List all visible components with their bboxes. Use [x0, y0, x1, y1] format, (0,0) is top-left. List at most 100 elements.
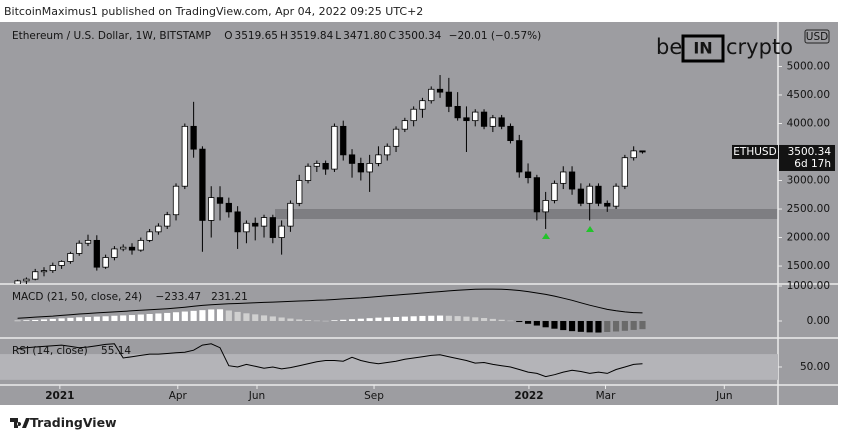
candle-body: [208, 197, 215, 221]
price-legend: Ethereum / U.S. Dollar, 1W, BITSTAMP O 35…: [12, 30, 543, 42]
macd-histogram-bar: [190, 310, 197, 321]
candle-body: [67, 253, 74, 262]
candle-body: [454, 105, 461, 119]
watermark: be IN crypto: [656, 34, 793, 63]
macd-histogram-bar: [454, 316, 461, 321]
candle-body: [375, 154, 382, 164]
candle-body: [445, 91, 452, 107]
macd-histogram-bar: [199, 310, 206, 321]
macd-histogram-bar: [23, 320, 30, 321]
y-tick-label: 3000.00: [787, 175, 830, 187]
macd-histogram-bar: [392, 316, 400, 321]
candle-body: [595, 185, 602, 204]
macd-histogram-bar: [146, 313, 153, 321]
macd-histogram-bar: [93, 316, 100, 321]
macd-histogram-bar: [639, 320, 646, 330]
x-tick-label: Mar: [596, 390, 616, 402]
candle-body: [102, 257, 109, 268]
macd-line: [17, 288, 643, 319]
ohlc-key: O: [224, 30, 233, 42]
candle-body: [269, 217, 276, 238]
candle-body: [428, 88, 435, 102]
macd-histogram-bar: [76, 317, 83, 321]
macd-histogram-bar: [516, 320, 523, 323]
candle-body: [551, 182, 558, 201]
x-tick-label: 2022: [514, 390, 543, 402]
candle-body: [304, 165, 312, 181]
rsi-readout: 55.14: [101, 345, 132, 357]
candle-body: [93, 239, 100, 268]
macd-histogram-bar: [216, 309, 224, 321]
candle-body: [498, 117, 505, 127]
candle-body: [348, 154, 356, 164]
macd-histogram-bar: [366, 318, 373, 321]
candle-body: [164, 214, 171, 227]
macd-histogram-bar: [260, 315, 268, 321]
rsi-line: [17, 343, 643, 378]
candle-body: [40, 270, 48, 273]
macd-histogram-bar: [225, 310, 232, 321]
logo-icon: [10, 418, 30, 428]
macd-legend: MACD (21, 50, close, 24) −233.47 231.21: [12, 291, 252, 303]
candle-body: [630, 150, 637, 159]
watermark-text: IN: [693, 39, 712, 58]
x-tick-label: 2021: [45, 390, 74, 402]
macd-histogram-bar: [322, 320, 329, 322]
candle-body: [234, 211, 241, 233]
price-tag: 3500.34: [788, 146, 832, 158]
candle-body: [243, 222, 250, 233]
candle-body: [472, 111, 479, 122]
macd-histogram-bar: [164, 312, 171, 321]
x-tick-label: Jun: [715, 390, 732, 402]
macd-histogram-bar: [128, 315, 136, 321]
candle-body: [366, 163, 373, 173]
candle-body: [524, 171, 532, 179]
ohlc-key: C: [388, 30, 396, 42]
x-tick-label: Apr: [169, 390, 188, 402]
candle-body: [146, 231, 153, 241]
candle-body: [128, 246, 136, 251]
candle-body: [260, 217, 268, 227]
macd-histogram-bar: [102, 316, 109, 321]
macd-histogram-bar: [278, 317, 285, 321]
candle-body: [489, 117, 496, 127]
candle-body: [577, 188, 584, 204]
price-tag-bg: [779, 144, 835, 171]
candle-body: [401, 120, 408, 130]
macd-value: −233.47: [155, 291, 202, 303]
candle-body: [58, 261, 65, 266]
price-pane: [14, 75, 646, 284]
macd-histogram-bar: [498, 319, 505, 321]
macd-histogram-bar: [586, 320, 593, 333]
macd-histogram-bar: [252, 314, 259, 321]
axes: 1500.002000.002500.003000.003500.004000.…: [45, 60, 835, 402]
macd-histogram-bar: [155, 313, 162, 321]
macd-histogram-bar: [489, 318, 496, 321]
candle-body: [560, 171, 567, 184]
currency-box: [804, 29, 830, 44]
currency-label: USD: [806, 31, 828, 43]
symbol-tag: ETHUSD: [733, 146, 776, 158]
ohlc-value: 3500.34: [397, 30, 442, 42]
y-tick-label: 0.00: [807, 315, 830, 327]
watermark-box: [681, 34, 725, 63]
macd-histogram-bar: [577, 320, 584, 332]
candle-body: [199, 148, 206, 221]
macd-histogram-bar: [296, 319, 303, 321]
macd-histogram-bar: [120, 315, 127, 321]
x-tick-label: Jun: [248, 390, 265, 402]
macd-histogram-bar: [84, 316, 92, 321]
candle-body: [296, 180, 303, 204]
candle-body: [181, 125, 188, 187]
macd-histogram-bar: [524, 320, 532, 324]
macd-histogram-bar: [243, 313, 250, 321]
candle-body: [357, 163, 364, 173]
macd-histogram-bar: [58, 318, 65, 321]
candle-body: [586, 185, 593, 204]
macd-histogram-bar: [533, 320, 540, 326]
macd-histogram-bar: [604, 320, 611, 333]
candle-body: [225, 202, 232, 213]
macd-histogram-bar: [445, 315, 452, 321]
candle-body: [32, 271, 39, 280]
